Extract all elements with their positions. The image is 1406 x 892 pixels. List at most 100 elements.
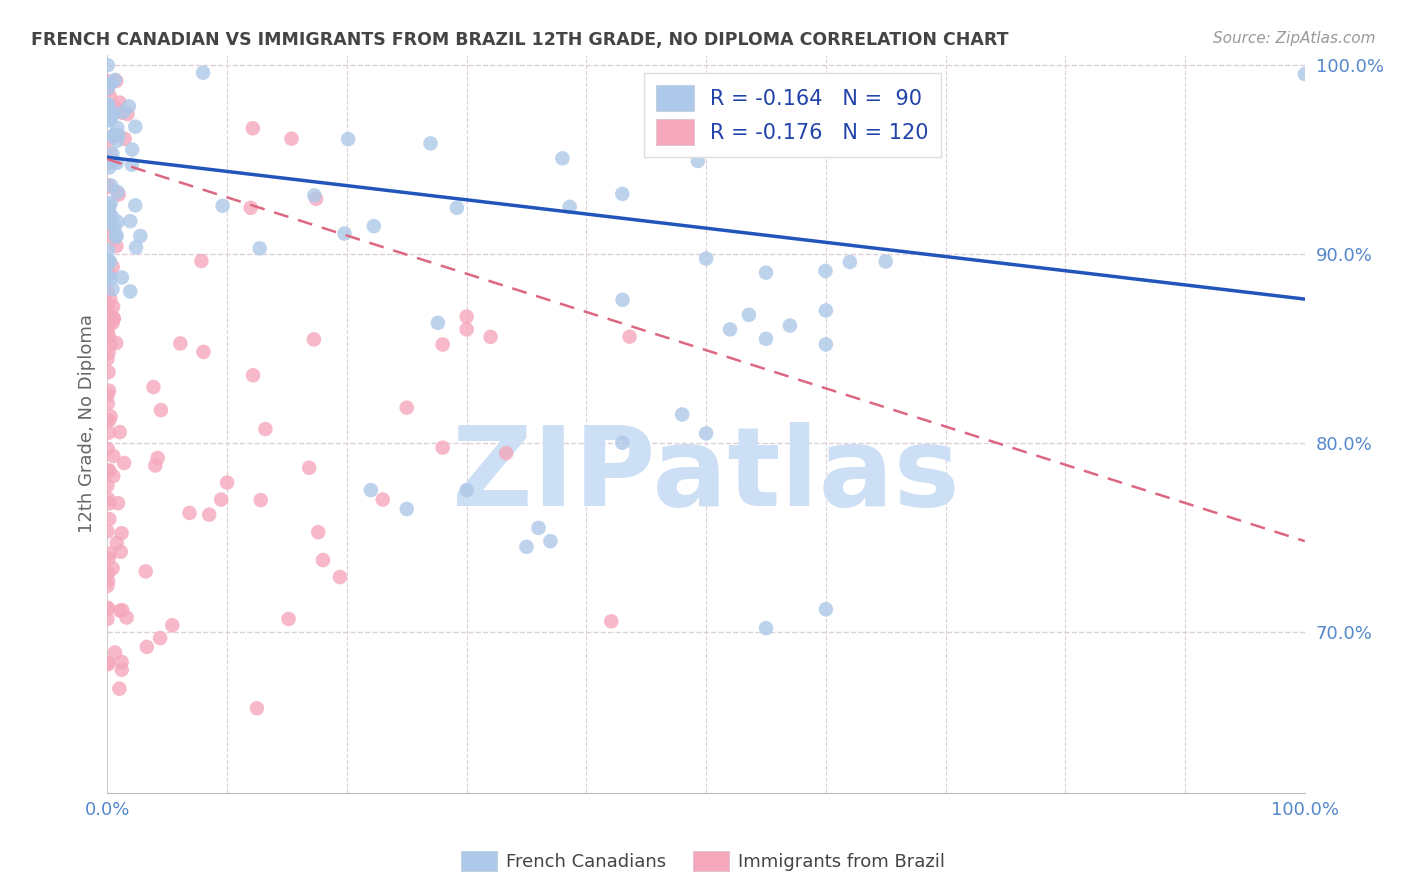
Point bbox=[307, 525, 329, 540]
Point bbox=[149, 631, 172, 645]
Point bbox=[395, 401, 418, 415]
Point bbox=[97, 329, 120, 343]
Point bbox=[98, 292, 121, 306]
Point bbox=[121, 158, 143, 172]
Point bbox=[211, 199, 233, 213]
Point bbox=[395, 502, 418, 516]
Point bbox=[107, 128, 129, 143]
Point bbox=[111, 105, 134, 120]
Point bbox=[456, 322, 478, 336]
Point bbox=[108, 604, 131, 618]
Point bbox=[772, 131, 794, 145]
Point bbox=[97, 76, 120, 90]
Point bbox=[97, 365, 120, 379]
Point bbox=[108, 95, 131, 110]
Point bbox=[97, 491, 120, 506]
Point bbox=[97, 601, 120, 615]
Point bbox=[101, 561, 124, 575]
Point bbox=[117, 107, 139, 121]
Point bbox=[242, 121, 264, 136]
Point bbox=[217, 475, 239, 490]
Point bbox=[98, 161, 121, 175]
Point bbox=[101, 155, 124, 169]
Point bbox=[875, 254, 897, 268]
Point bbox=[96, 269, 118, 284]
Point bbox=[97, 345, 120, 359]
Y-axis label: 12th Grade, No Diploma: 12th Grade, No Diploma bbox=[79, 314, 96, 533]
Point bbox=[103, 449, 125, 463]
Point bbox=[191, 66, 214, 80]
Point bbox=[101, 210, 124, 224]
Point bbox=[718, 322, 741, 336]
Point bbox=[558, 200, 581, 214]
Point bbox=[456, 310, 478, 324]
Point bbox=[105, 228, 128, 243]
Point bbox=[103, 311, 125, 326]
Point bbox=[98, 145, 121, 160]
Point bbox=[97, 464, 120, 478]
Point bbox=[280, 131, 302, 145]
Point bbox=[96, 601, 118, 615]
Point bbox=[118, 99, 141, 113]
Point bbox=[105, 134, 128, 148]
Point bbox=[97, 257, 120, 271]
Point bbox=[695, 252, 717, 266]
Point bbox=[179, 506, 201, 520]
Point bbox=[329, 570, 352, 584]
Point bbox=[97, 551, 120, 566]
Point bbox=[110, 655, 132, 669]
Point bbox=[198, 508, 221, 522]
Point bbox=[755, 266, 778, 280]
Point bbox=[1294, 67, 1316, 81]
Point bbox=[100, 337, 122, 351]
Point bbox=[479, 330, 502, 344]
Point bbox=[193, 344, 215, 359]
Point bbox=[104, 646, 127, 660]
Point bbox=[98, 131, 121, 145]
Point bbox=[103, 469, 125, 483]
Legend: French Canadians, Immigrants from Brazil: French Canadians, Immigrants from Brazil bbox=[454, 844, 952, 879]
Point bbox=[249, 493, 271, 508]
Point bbox=[801, 140, 824, 154]
Point bbox=[363, 219, 385, 233]
Point bbox=[105, 536, 128, 550]
Point bbox=[105, 239, 128, 253]
Point bbox=[111, 663, 134, 677]
Legend: R = -0.164   N =  90, R = -0.176   N = 120: R = -0.164 N = 90, R = -0.176 N = 120 bbox=[644, 73, 941, 157]
Point bbox=[96, 612, 118, 626]
Point bbox=[97, 318, 120, 333]
Point bbox=[838, 255, 860, 269]
Point bbox=[120, 285, 142, 299]
Point bbox=[96, 351, 118, 366]
Point bbox=[100, 178, 122, 193]
Point bbox=[97, 425, 120, 440]
Point bbox=[249, 241, 271, 255]
Point bbox=[129, 229, 152, 244]
Point bbox=[103, 231, 125, 245]
Point bbox=[107, 496, 129, 510]
Point bbox=[254, 422, 277, 436]
Point bbox=[277, 612, 299, 626]
Point bbox=[695, 426, 717, 441]
Point bbox=[97, 657, 120, 672]
Point bbox=[312, 553, 335, 567]
Point bbox=[125, 240, 148, 254]
Point bbox=[97, 656, 120, 670]
Point bbox=[124, 198, 146, 212]
Point bbox=[110, 545, 132, 559]
Point bbox=[538, 534, 561, 549]
Point bbox=[98, 112, 121, 127]
Point bbox=[97, 81, 120, 95]
Point bbox=[98, 209, 121, 223]
Point bbox=[97, 396, 120, 410]
Point bbox=[97, 202, 120, 217]
Point bbox=[111, 270, 134, 285]
Point bbox=[619, 329, 641, 343]
Point bbox=[612, 435, 634, 450]
Point bbox=[101, 129, 124, 144]
Point bbox=[495, 446, 517, 460]
Point bbox=[162, 618, 184, 632]
Point bbox=[612, 186, 634, 201]
Point bbox=[105, 336, 128, 351]
Point bbox=[97, 58, 120, 72]
